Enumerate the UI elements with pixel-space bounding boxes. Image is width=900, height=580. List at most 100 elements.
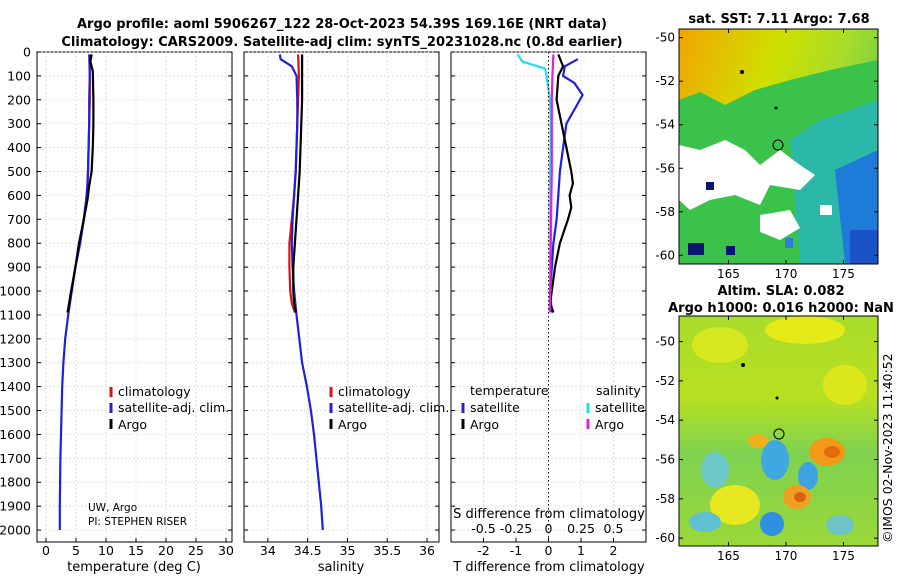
sst-blue-patch: [785, 238, 793, 248]
legend-s-satellite: satellite: [595, 400, 645, 415]
map-y-tick-label: -60: [655, 531, 675, 545]
x-tick-label: 2: [610, 543, 618, 558]
sst-cloud: [679, 140, 815, 210]
x-tick-label: 5: [72, 543, 80, 558]
series-line-temperature-satellite: [548, 58, 584, 313]
map-x-tick-label: 170: [775, 267, 798, 281]
argo-track-point: [774, 106, 778, 110]
legend-t-argo: Argo: [470, 417, 499, 432]
x-tick-label: 0: [42, 543, 50, 558]
x-tick-label: 15: [128, 543, 144, 558]
series-line-argo: [66, 54, 95, 313]
sla-yellow-patch: [823, 365, 867, 405]
y-tick-label: 100: [7, 68, 31, 83]
map-x-tick-label: 175: [832, 549, 855, 563]
credit-line2: PI: STEPHEN RISER: [88, 516, 187, 528]
sst-map-frame: [678, 28, 879, 265]
series-line-temperature-argo: [548, 53, 575, 313]
x-tick-label: 34.5: [294, 543, 322, 558]
legend-temperature-title: temperature: [470, 383, 549, 398]
argo-track-point: [741, 363, 745, 367]
y-tick-label: 2000: [0, 523, 31, 538]
salinity-legend: climatology satellite-adj. clim. Argo: [329, 384, 449, 432]
x2-tick-label: 0.25: [567, 521, 595, 536]
y-tick-label: 600: [7, 188, 31, 203]
difference-legend: temperature satellite Argo salinity sate…: [461, 383, 645, 432]
figure-title-line2: Climatology: CARS2009. Satellite-adj cli…: [61, 35, 622, 50]
x-tick-label: -2: [477, 543, 489, 558]
axis-ticks: 0 5 10 15 20 25 30 34 34.5 35 35.5 36 -2 -1 0 1 20100200…: [0, 45, 623, 559]
x-tick-label: 25: [188, 543, 204, 558]
sla-cyan-eddy: [798, 462, 818, 490]
map-y-tick-label: -52: [655, 374, 675, 388]
temperature-legend: climatology satellite-adj. clim. Argo: [109, 384, 229, 432]
sla-cyan-eddy: [761, 440, 789, 480]
sla-map: [679, 316, 878, 546]
y-tick-label: 1900: [0, 499, 31, 514]
map-y-tick-label: -54: [655, 118, 675, 132]
legend-climatology: climatology: [118, 384, 191, 399]
x-tick-label: 35.5: [373, 543, 401, 558]
salinity-xlabel: salinity: [318, 560, 365, 575]
sst-cloud: [820, 205, 832, 215]
map-x-tick-label: 165: [717, 267, 740, 281]
sla-orange-eddy: [748, 434, 768, 448]
legend-climatology: climatology: [338, 384, 411, 399]
y-tick-label: 900: [7, 260, 31, 275]
map-y-tick-label: -50: [655, 31, 675, 45]
y-tick-label: 1500: [0, 403, 31, 418]
sst-navy-patch: [688, 243, 704, 255]
legend-salinity-title: salinity: [596, 383, 641, 398]
x-tick-label: -1: [510, 543, 522, 558]
sst-map: [679, 29, 878, 264]
sla-cyan-eddy: [826, 515, 854, 535]
imos-timestamp: ©IMOS 02-Nov-2023 11:40:52: [880, 353, 895, 543]
map-y-tick-label: -60: [655, 248, 675, 262]
sla-cyan-eddy: [701, 452, 729, 488]
legend-s-argo: Argo: [595, 417, 624, 432]
y-tick-label: 800: [7, 236, 31, 251]
sla-yellow-patch: [710, 485, 760, 525]
y-tick-label: 1800: [0, 475, 31, 490]
map-x-tick-label: 175: [832, 267, 855, 281]
sla-orange-eddy: [794, 492, 806, 502]
y-tick-label: 1400: [0, 379, 31, 394]
data-series: [58, 53, 584, 531]
series-line-argo: [292, 54, 304, 313]
y-tick-label: 1600: [0, 427, 31, 442]
argo-track-point: [740, 70, 744, 74]
map-y-tick-label: -52: [655, 74, 675, 88]
sla-map-title: Altim. SLA: 0.082: [718, 284, 845, 299]
sst-teal-patch: [850, 230, 878, 264]
y-tick-label: 1100: [0, 307, 31, 322]
map-x-tick-label: 165: [717, 549, 740, 563]
sst-cloud: [760, 210, 800, 240]
temperature-xlabel: temperature (deg C): [67, 560, 201, 575]
series-line-salinity-argo: [548, 54, 555, 313]
x2-tick-label: -0.25: [500, 521, 532, 536]
legend-argo: Argo: [338, 417, 367, 432]
x-tick-label: 1: [577, 543, 585, 558]
legend-t-satellite: satellite: [470, 400, 520, 415]
sla-orange-eddy: [824, 446, 840, 458]
x-tick-label: 30: [218, 543, 234, 558]
sla-cyan-eddy: [689, 512, 721, 532]
y-tick-label: 1200: [0, 331, 31, 346]
legend-satellite: satellite-adj. clim.: [338, 400, 449, 415]
x-tick-label: 34: [260, 543, 276, 558]
y-tick-label: 500: [7, 164, 31, 179]
y-tick-label: 700: [7, 212, 31, 227]
map-y-tick-label: -58: [655, 205, 675, 219]
sla-cyan-eddy: [760, 512, 784, 536]
map-y-tick-label: -58: [655, 492, 675, 506]
map-y-tick-label: -56: [655, 161, 675, 175]
sla-yellow-patch: [765, 316, 845, 344]
sst-map-ticks: 165 170 175 -50 -52 -54 -56 -58 -60: [655, 29, 878, 281]
argo-position-marker: [773, 428, 785, 440]
map-x-tick-label: 170: [775, 549, 798, 563]
x-tick-label: 10: [98, 543, 114, 558]
map-y-tick-label: -50: [655, 335, 675, 349]
sst-navy-patch: [706, 182, 714, 190]
sst-map-title: sat. SST: 7.11 Argo: 7.68: [688, 12, 869, 27]
